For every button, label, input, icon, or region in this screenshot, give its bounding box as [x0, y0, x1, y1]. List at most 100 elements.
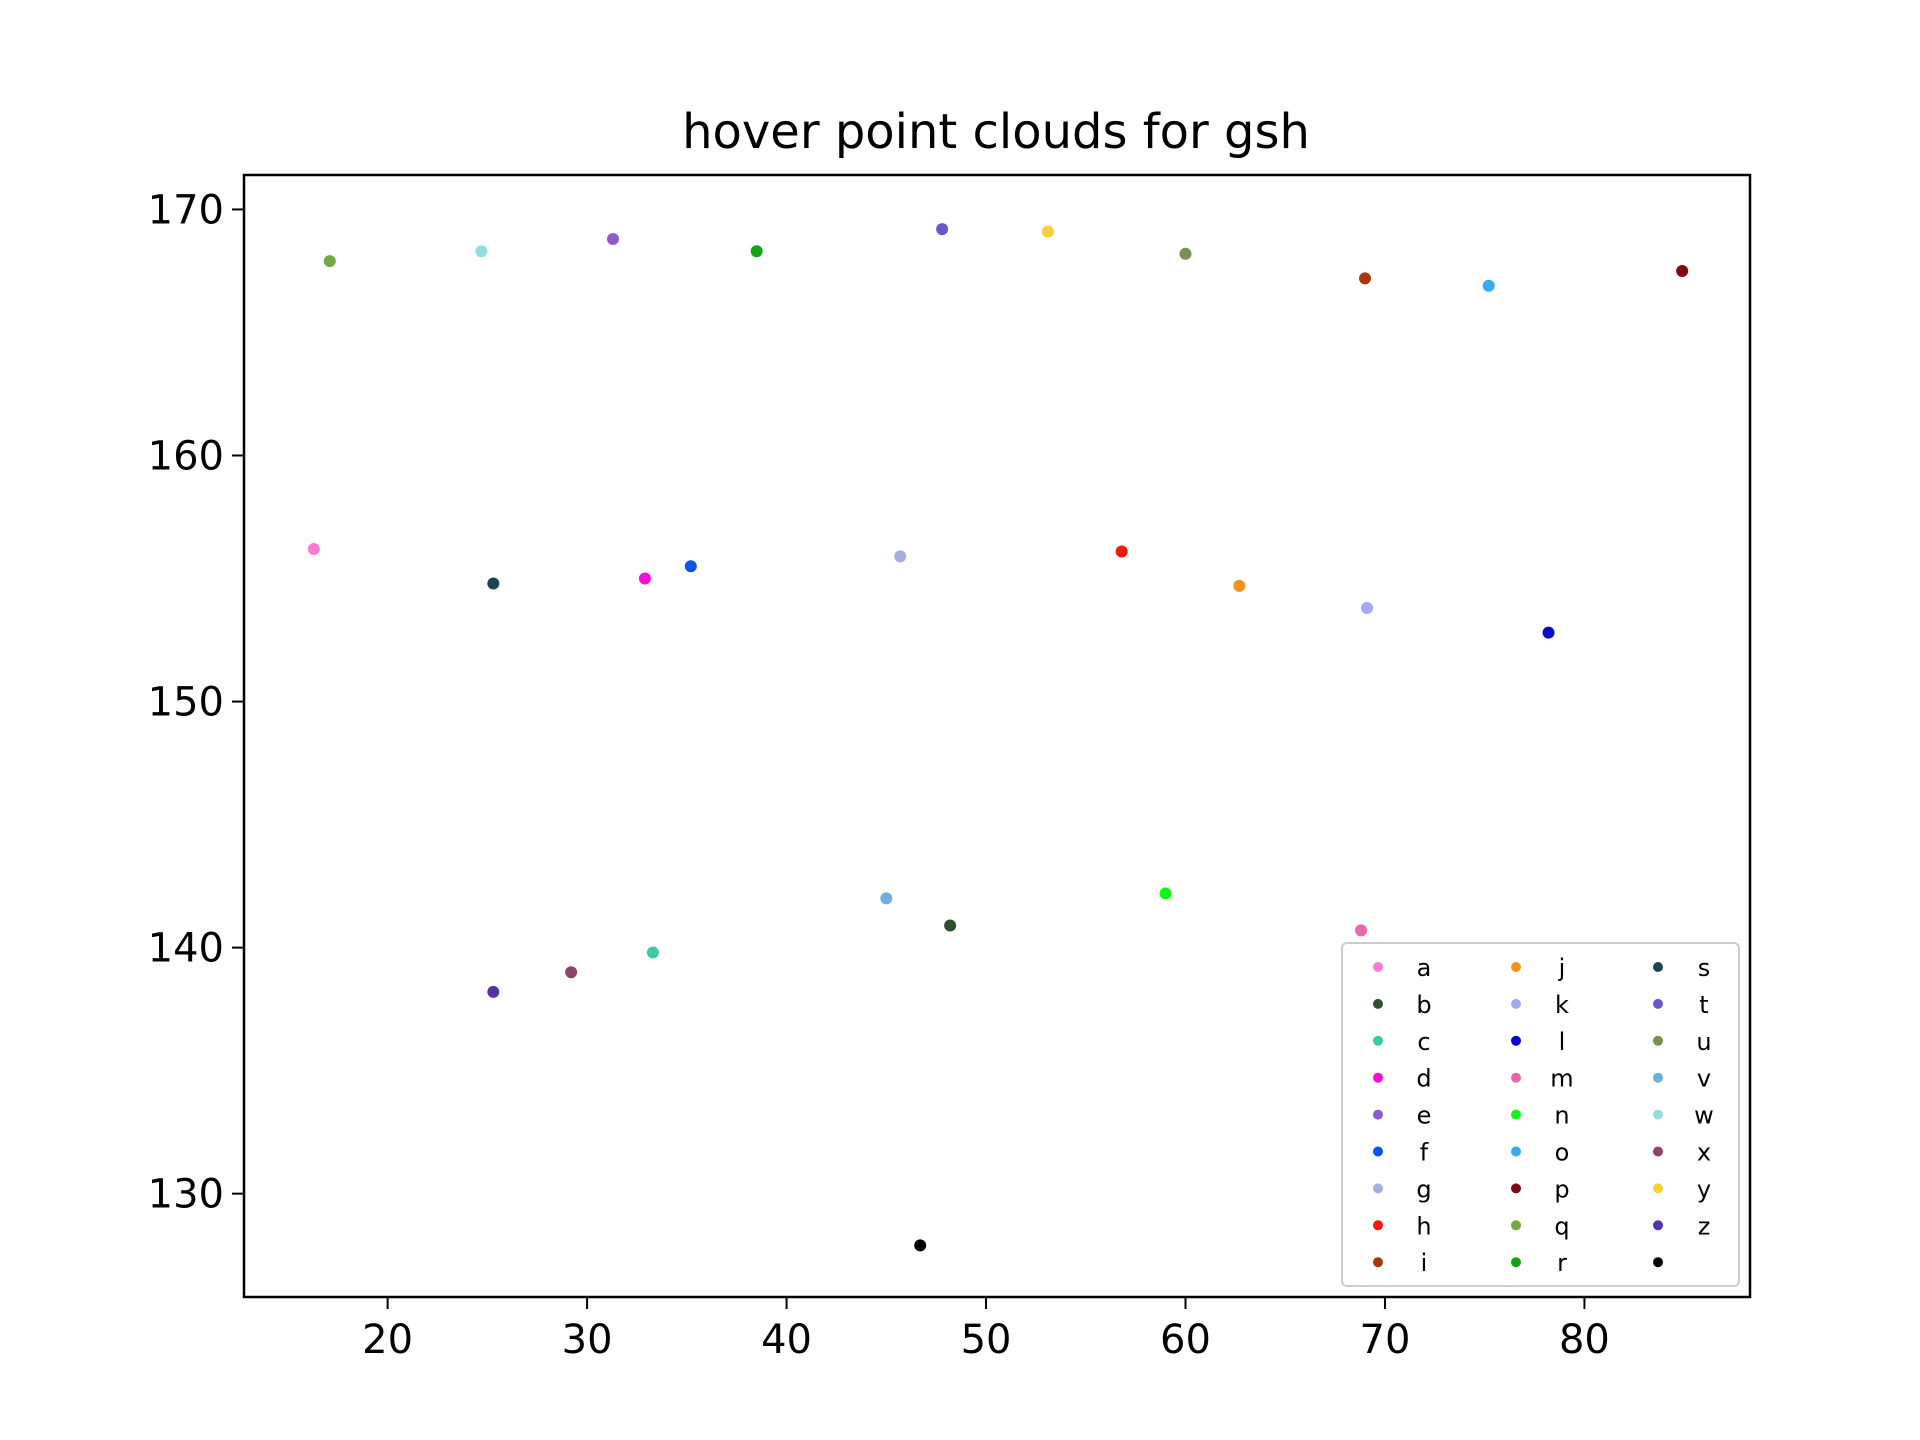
x-tick-label: 80 [1559, 1317, 1610, 1363]
x-axis: 20 30 40 50 60 70 80 [362, 1297, 1610, 1363]
legend-marker [1653, 1109, 1663, 1120]
point-v [880, 892, 893, 905]
legend-marker [1511, 1109, 1521, 1120]
legend-label: k [1555, 991, 1569, 1019]
legend-marker [1373, 1072, 1383, 1083]
point-t [936, 223, 949, 236]
legend-marker [1373, 1035, 1383, 1046]
legend-label: r [1557, 1249, 1567, 1277]
legend-marker [1511, 1220, 1521, 1231]
legend-label: d [1416, 1065, 1431, 1093]
y-tick-label: 150 [148, 680, 224, 726]
legend-label: h [1416, 1212, 1431, 1240]
legend-label: v [1697, 1065, 1711, 1093]
point-m [1355, 924, 1368, 937]
legend-box [1341, 942, 1740, 1287]
legend-label: w [1694, 1102, 1714, 1130]
legend-marker [1653, 1072, 1663, 1083]
x-tick-label: 20 [362, 1317, 413, 1363]
point-k [1361, 602, 1374, 615]
legend-label: t [1699, 991, 1708, 1019]
legend-marker [1653, 1257, 1663, 1268]
legend-marker [1373, 1146, 1383, 1157]
chart-title: hover point clouds for gsh [682, 104, 1310, 160]
legend-label: x [1697, 1139, 1711, 1167]
x-tick-label: 40 [761, 1317, 812, 1363]
point-f [684, 560, 697, 573]
point-s [487, 577, 500, 590]
legend-marker [1653, 962, 1663, 972]
legend-label: o [1555, 1139, 1570, 1167]
legend-label: s [1698, 954, 1711, 982]
legend-marker [1511, 998, 1521, 1009]
legend-marker [1373, 1257, 1383, 1268]
point-a [307, 543, 320, 555]
legend-label: g [1416, 1175, 1431, 1203]
legend-label: p [1554, 1175, 1569, 1203]
legend-label: a [1417, 954, 1432, 982]
legend-marker [1373, 1183, 1383, 1194]
y-tick-label: 170 [148, 187, 224, 233]
legend-marker [1511, 1183, 1521, 1194]
legend-marker [1653, 1146, 1663, 1157]
point-n [1159, 887, 1172, 900]
legend-marker [1511, 1257, 1521, 1268]
point-u [1179, 247, 1192, 260]
legend-label: b [1416, 991, 1431, 1019]
point-h [1115, 545, 1128, 558]
legend-label: l [1559, 1028, 1566, 1056]
x-tick-label: 50 [961, 1317, 1012, 1363]
legend-label: i [1421, 1249, 1428, 1277]
plot-points [307, 223, 1689, 1252]
legend-marker [1373, 998, 1383, 1009]
x-tick-label: 70 [1360, 1317, 1411, 1363]
point-e [607, 232, 620, 245]
legend-marker [1653, 1183, 1663, 1194]
legend-marker [1511, 1072, 1521, 1083]
legend-label: q [1554, 1212, 1569, 1240]
point-g [894, 550, 907, 563]
point-r [750, 245, 763, 258]
point-unnamed [914, 1239, 927, 1252]
legend-label: e [1417, 1102, 1432, 1130]
legend-label: m [1550, 1065, 1573, 1093]
point-b [944, 919, 957, 932]
y-tick-label: 160 [148, 434, 224, 480]
legend-marker [1511, 1035, 1521, 1046]
legend-label: z [1698, 1212, 1711, 1240]
plot-frame [242, 173, 1752, 1299]
legend-label: f [1420, 1139, 1429, 1167]
legend-marker [1511, 962, 1521, 972]
point-o [1482, 279, 1495, 292]
y-tick-label: 140 [148, 926, 224, 972]
point-j [1233, 579, 1246, 592]
point-w [475, 245, 488, 258]
legend-label: c [1417, 1028, 1430, 1056]
legend-marker [1373, 1220, 1383, 1231]
legend-marker [1653, 1035, 1663, 1046]
point-x [565, 966, 578, 979]
legend-label: y [1697, 1175, 1711, 1203]
point-z [487, 985, 500, 998]
legend-marker [1653, 1220, 1663, 1231]
legend-label: j [1558, 954, 1566, 982]
point-l [1542, 626, 1555, 639]
x-tick-label: 30 [562, 1317, 613, 1363]
legend-marker [1373, 962, 1383, 972]
legend-marker [1511, 1146, 1521, 1157]
legend-label: u [1696, 1028, 1711, 1056]
point-d [638, 572, 651, 585]
point-q [323, 255, 336, 268]
point-i [1359, 272, 1372, 285]
point-y [1041, 225, 1054, 238]
legend-marker [1373, 1109, 1383, 1120]
y-tick-label: 130 [148, 1172, 224, 1218]
x-tick-label: 60 [1160, 1317, 1211, 1363]
y-axis: 130 140 150 160 170 [148, 187, 244, 1218]
legend-label: n [1554, 1102, 1569, 1130]
point-p [1676, 264, 1689, 277]
point-c [646, 946, 659, 959]
legend-marker [1653, 998, 1663, 1009]
